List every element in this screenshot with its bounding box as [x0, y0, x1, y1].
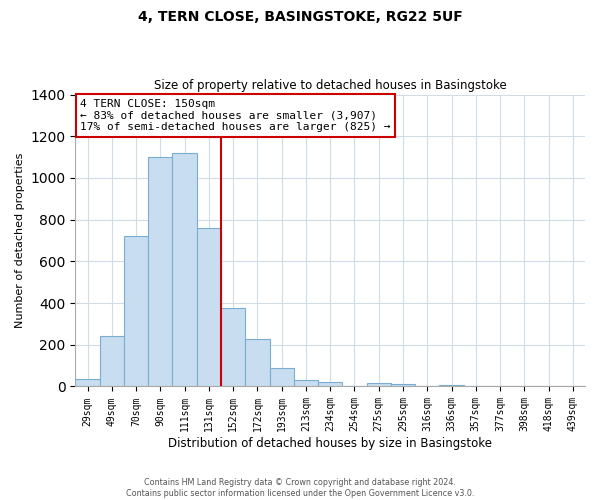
Title: Size of property relative to detached houses in Basingstoke: Size of property relative to detached ho… — [154, 79, 506, 92]
Text: Contains HM Land Registry data © Crown copyright and database right 2024.
Contai: Contains HM Land Registry data © Crown c… — [126, 478, 474, 498]
Bar — [172, 153, 197, 386]
Bar — [100, 336, 124, 386]
Bar — [124, 236, 148, 386]
Bar — [245, 338, 269, 386]
Bar — [148, 157, 172, 386]
Bar — [367, 384, 391, 386]
Y-axis label: Number of detached properties: Number of detached properties — [15, 153, 25, 328]
X-axis label: Distribution of detached houses by size in Basingstoke: Distribution of detached houses by size … — [168, 437, 492, 450]
Text: 4, TERN CLOSE, BASINGSTOKE, RG22 5UF: 4, TERN CLOSE, BASINGSTOKE, RG22 5UF — [137, 10, 463, 24]
Bar — [197, 228, 221, 386]
Bar — [391, 384, 415, 386]
Text: 4 TERN CLOSE: 150sqm
← 83% of detached houses are smaller (3,907)
17% of semi-de: 4 TERN CLOSE: 150sqm ← 83% of detached h… — [80, 99, 391, 132]
Bar — [221, 308, 245, 386]
Bar — [294, 380, 318, 386]
Bar — [269, 368, 294, 386]
Bar — [318, 382, 343, 386]
Bar — [76, 379, 100, 386]
